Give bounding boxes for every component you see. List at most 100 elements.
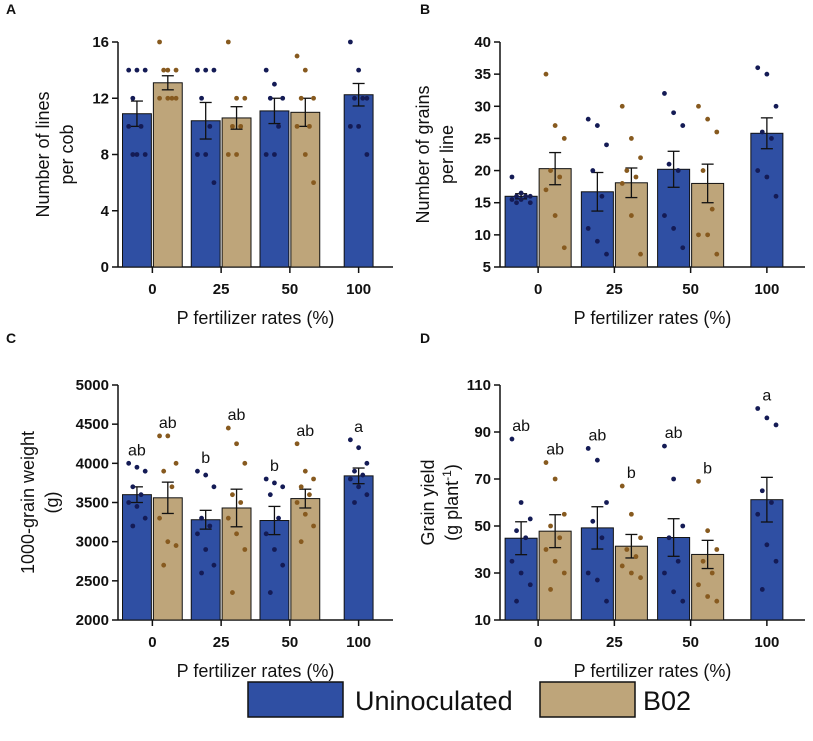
y-tick-label: 15 xyxy=(474,195,491,212)
data-point xyxy=(230,492,235,498)
data-point xyxy=(294,53,300,59)
data-point xyxy=(195,531,200,537)
data-point xyxy=(134,67,140,73)
data-point xyxy=(523,535,529,541)
data-point xyxy=(195,67,200,73)
y-label-sup: -1 xyxy=(440,470,454,481)
data-point xyxy=(347,123,353,129)
data-point xyxy=(298,539,304,545)
x-tick-label: 100 xyxy=(346,281,371,298)
data-point xyxy=(169,484,175,490)
legend-swatch xyxy=(247,681,344,718)
data-point xyxy=(548,523,553,529)
y-label-line: (g) xyxy=(42,492,62,514)
data-point xyxy=(552,558,558,564)
y-axis-label: Number of grains per line xyxy=(413,85,457,223)
data-point xyxy=(203,67,209,73)
data-point xyxy=(543,547,549,552)
error-bar xyxy=(701,539,714,570)
data-point xyxy=(759,488,765,494)
significance-letter: ab xyxy=(296,423,314,440)
data-point xyxy=(714,251,720,257)
data-point xyxy=(585,570,591,576)
data-point xyxy=(134,464,140,470)
bar xyxy=(190,120,221,268)
data-point xyxy=(294,441,300,447)
data-point xyxy=(234,531,239,537)
y-tick-label: 30 xyxy=(474,565,491,582)
data-point xyxy=(594,238,600,244)
y-label-line: Number of grains xyxy=(413,85,433,223)
data-point xyxy=(294,123,300,129)
x-axis-label: P fertilizer rates (%) xyxy=(574,308,732,328)
data-point xyxy=(619,483,625,489)
data-point xyxy=(599,535,605,541)
data-point xyxy=(518,500,524,505)
significance-letter: b xyxy=(703,460,712,477)
x-tick-label: 25 xyxy=(606,281,623,298)
data-point xyxy=(759,129,765,135)
data-point xyxy=(543,71,549,77)
data-point xyxy=(585,226,591,231)
data-point xyxy=(138,123,144,129)
bar xyxy=(259,520,290,621)
data-point xyxy=(680,123,686,128)
data-point xyxy=(165,539,171,545)
data-point xyxy=(203,547,209,552)
x-axis-label: P fertilizer rates (%) xyxy=(574,661,732,681)
data-point xyxy=(161,67,167,73)
data-point xyxy=(157,515,162,521)
data-point xyxy=(552,213,558,218)
significance-letter: ab xyxy=(128,442,146,459)
data-point xyxy=(203,152,209,157)
data-point xyxy=(356,123,362,129)
data-point xyxy=(360,472,366,478)
data-point xyxy=(638,155,643,161)
data-point xyxy=(543,460,549,465)
y-tick-label: 20 xyxy=(474,163,491,180)
data-point xyxy=(671,589,677,595)
data-point xyxy=(130,152,136,157)
y-label-unit: (g plant xyxy=(442,481,462,541)
data-point xyxy=(142,152,148,157)
data-point xyxy=(157,95,162,101)
panel-label: A xyxy=(6,1,16,17)
data-point xyxy=(225,425,231,431)
bar xyxy=(504,195,538,268)
data-point xyxy=(173,67,179,73)
y-tick-label: 2000 xyxy=(76,612,109,629)
y-tick-label: 4 xyxy=(101,203,110,220)
error-bar xyxy=(667,518,680,557)
data-point xyxy=(509,558,515,564)
data-point xyxy=(364,152,370,157)
data-point xyxy=(294,500,300,505)
y-tick-label: 4500 xyxy=(76,416,109,433)
data-point xyxy=(666,161,672,167)
data-point xyxy=(619,103,625,109)
significance-letter: ab xyxy=(588,427,606,444)
bar xyxy=(152,497,183,621)
y-tick-label: 30 xyxy=(474,98,491,115)
y-tick-label: 70 xyxy=(474,471,491,488)
data-point xyxy=(764,542,770,548)
data-point xyxy=(514,193,519,199)
significance-letter: b xyxy=(270,458,279,475)
data-point xyxy=(130,484,136,490)
y-tick-label: 5 xyxy=(483,259,491,276)
bar xyxy=(750,132,784,268)
data-point xyxy=(548,587,553,592)
error-bar xyxy=(352,467,365,485)
error-bar xyxy=(515,521,528,556)
y-tick-label: 12 xyxy=(92,90,109,107)
data-point xyxy=(311,476,316,482)
data-point xyxy=(514,528,519,534)
error-bar xyxy=(549,151,562,186)
data-point xyxy=(552,123,558,128)
data-point xyxy=(604,251,609,257)
data-point xyxy=(590,168,596,173)
data-point xyxy=(347,39,353,45)
y-tick-label: 90 xyxy=(474,424,491,441)
data-point xyxy=(195,468,200,474)
data-point xyxy=(755,168,761,173)
